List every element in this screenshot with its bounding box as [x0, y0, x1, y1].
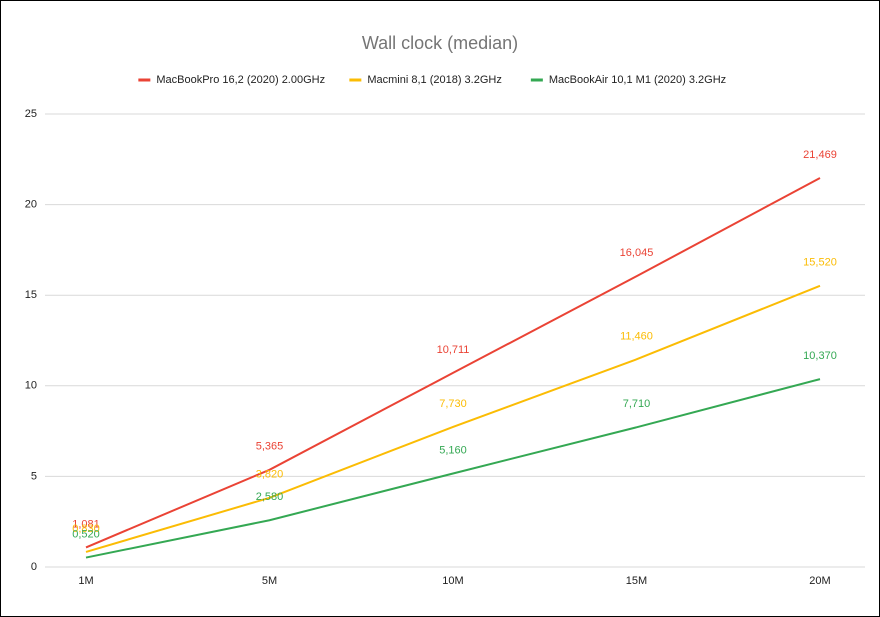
- data-label: 0,520: [72, 528, 100, 540]
- x-tick-label: 1M: [78, 575, 93, 587]
- data-label: 0,830: [72, 523, 100, 535]
- legend-label: MacBookPro 16,2 (2020) 2.00GHz: [156, 74, 325, 86]
- y-tick-label: 15: [25, 289, 37, 301]
- y-tick-label: 5: [31, 470, 37, 482]
- data-label: 5,365: [256, 441, 284, 453]
- chart-title: Wall clock (median): [362, 33, 518, 53]
- data-label: 11,460: [620, 330, 653, 342]
- x-tick-label: 5M: [262, 575, 277, 587]
- series-line: [85, 284, 821, 553]
- data-label: 7,710: [623, 398, 651, 410]
- data-label: 2,580: [256, 491, 284, 503]
- data-label: 15,520: [803, 257, 837, 269]
- legend-label: Macmini 8,1 (2018) 3.2GHz: [367, 74, 502, 86]
- data-label: 1,081: [72, 518, 100, 530]
- series-line: [85, 177, 821, 549]
- data-label: 10,711: [437, 344, 470, 356]
- data-label: 10,370: [803, 350, 837, 362]
- y-tick-label: 25: [25, 108, 37, 120]
- data-label: 16,045: [620, 247, 654, 259]
- y-tick-label: 0: [31, 561, 37, 573]
- x-tick-label: 15M: [626, 575, 647, 587]
- y-tick-label: 20: [25, 199, 37, 211]
- data-label: 5,160: [439, 444, 467, 456]
- data-label: 7,730: [439, 398, 467, 410]
- data-label: 21,469: [803, 149, 837, 161]
- data-label: 3,820: [256, 469, 284, 481]
- y-tick-label: 10: [25, 380, 37, 392]
- x-tick-label: 20M: [809, 575, 830, 587]
- series-line: [85, 378, 821, 559]
- x-tick-label: 10M: [442, 575, 463, 587]
- legend-label: MacBookAir 10,1 M1 (2020) 3.2GHz: [549, 74, 726, 86]
